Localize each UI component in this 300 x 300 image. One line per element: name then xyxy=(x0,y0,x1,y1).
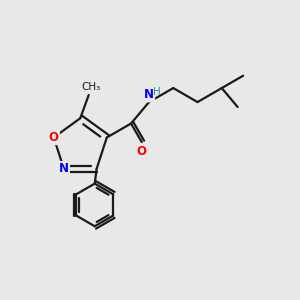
Text: O: O xyxy=(137,145,147,158)
Text: N: N xyxy=(144,88,154,101)
Text: N: N xyxy=(59,162,69,175)
Text: CH₃: CH₃ xyxy=(81,82,100,92)
Text: H: H xyxy=(153,87,161,98)
Text: O: O xyxy=(49,131,59,144)
